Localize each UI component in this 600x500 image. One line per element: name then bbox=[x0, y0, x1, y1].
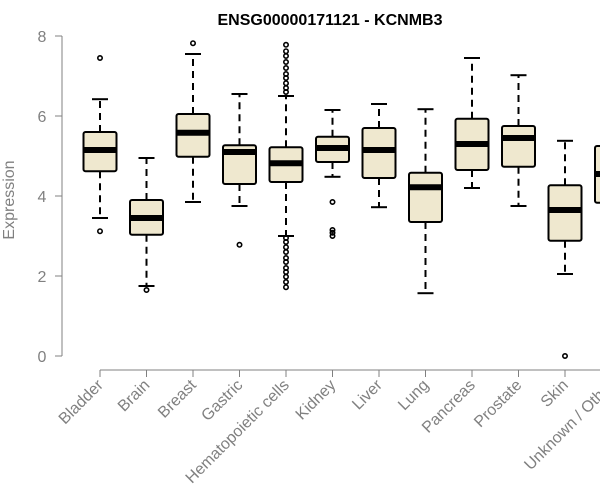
outlier-point bbox=[282, 239, 289, 246]
x-tick-label: Brain bbox=[115, 377, 153, 415]
y-axis-title: Expression bbox=[1, 160, 18, 239]
y-tick-label: 4 bbox=[38, 189, 47, 206]
box-lung bbox=[408, 108, 443, 295]
outlier-point bbox=[236, 241, 243, 248]
outlier-point bbox=[561, 352, 568, 359]
outlier-point bbox=[282, 41, 289, 48]
x-tick-label: Lung bbox=[395, 377, 432, 414]
outlier-point bbox=[329, 227, 336, 234]
outlier-point bbox=[282, 65, 289, 72]
outlier-point bbox=[282, 80, 289, 87]
x-tick-label: Breast bbox=[155, 376, 200, 421]
iqr-box bbox=[408, 171, 443, 224]
x-tick-label: Kidney bbox=[293, 377, 340, 424]
outlier-point bbox=[282, 75, 289, 82]
boxes bbox=[82, 40, 600, 359]
outlier-point bbox=[190, 40, 197, 47]
y-tick-label: 8 bbox=[38, 29, 47, 46]
box-prostate bbox=[501, 74, 536, 207]
chart-title: ENSG00000171121 - KCNMB3 bbox=[217, 12, 442, 29]
iqr-box bbox=[501, 125, 536, 168]
y-tick-label: 0 bbox=[38, 349, 47, 366]
outlier-point bbox=[282, 258, 289, 265]
box-brain bbox=[129, 157, 164, 293]
box-bladder bbox=[82, 54, 118, 235]
outlier-point bbox=[329, 199, 336, 206]
outlier-point bbox=[282, 268, 289, 275]
outlier-point bbox=[329, 229, 336, 236]
outlier-point bbox=[282, 52, 289, 59]
box-breast bbox=[175, 40, 211, 203]
outlier-point bbox=[329, 233, 336, 240]
outlier-point bbox=[282, 278, 289, 285]
outlier-point bbox=[282, 284, 289, 291]
box-liver bbox=[361, 103, 397, 209]
box-unknown-other bbox=[594, 145, 600, 204]
outlier-point bbox=[143, 286, 150, 293]
outlier-point bbox=[97, 228, 104, 235]
outlier-point bbox=[97, 54, 104, 61]
box-hematopoietic-cells bbox=[268, 41, 304, 291]
box-kidney bbox=[315, 109, 350, 240]
box-skin bbox=[547, 139, 583, 359]
box-pancreas bbox=[454, 57, 490, 189]
outlier-point bbox=[282, 273, 289, 280]
outlier-point bbox=[282, 58, 289, 65]
outlier-point bbox=[282, 244, 289, 251]
outlier-point bbox=[282, 48, 289, 55]
x-tick-label: Skin bbox=[538, 377, 572, 411]
box-gastric bbox=[222, 93, 257, 248]
x-tick-label: Prostate bbox=[471, 377, 525, 431]
y-axis: 0 2 4 6 8 bbox=[38, 29, 63, 366]
x-tick-label: Liver bbox=[349, 376, 386, 413]
y-tick-label: 2 bbox=[38, 269, 47, 286]
y-tick-label: 6 bbox=[38, 109, 47, 126]
x-tick-label: Bladder bbox=[56, 376, 107, 427]
outlier-point bbox=[282, 249, 289, 256]
outlier-point bbox=[282, 89, 289, 96]
